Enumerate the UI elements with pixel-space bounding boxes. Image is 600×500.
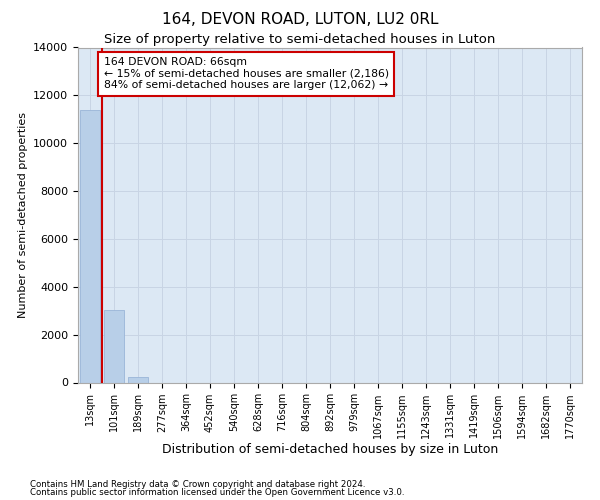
Text: 164 DEVON ROAD: 66sqm
← 15% of semi-detached houses are smaller (2,186)
84% of s: 164 DEVON ROAD: 66sqm ← 15% of semi-deta… [104, 57, 389, 90]
Text: Contains public sector information licensed under the Open Government Licence v3: Contains public sector information licen… [30, 488, 404, 497]
Text: Contains HM Land Registry data © Crown copyright and database right 2024.: Contains HM Land Registry data © Crown c… [30, 480, 365, 489]
Bar [80, 110, 100, 382]
Text: Size of property relative to semi-detached houses in Luton: Size of property relative to semi-detach… [104, 32, 496, 46]
Bar [104, 310, 124, 382]
Text: 164, DEVON ROAD, LUTON, LU2 0RL: 164, DEVON ROAD, LUTON, LU2 0RL [162, 12, 438, 28]
Y-axis label: Number of semi-detached properties: Number of semi-detached properties [17, 112, 28, 318]
X-axis label: Distribution of semi-detached houses by size in Luton: Distribution of semi-detached houses by … [162, 444, 498, 456]
Bar [128, 378, 148, 382]
